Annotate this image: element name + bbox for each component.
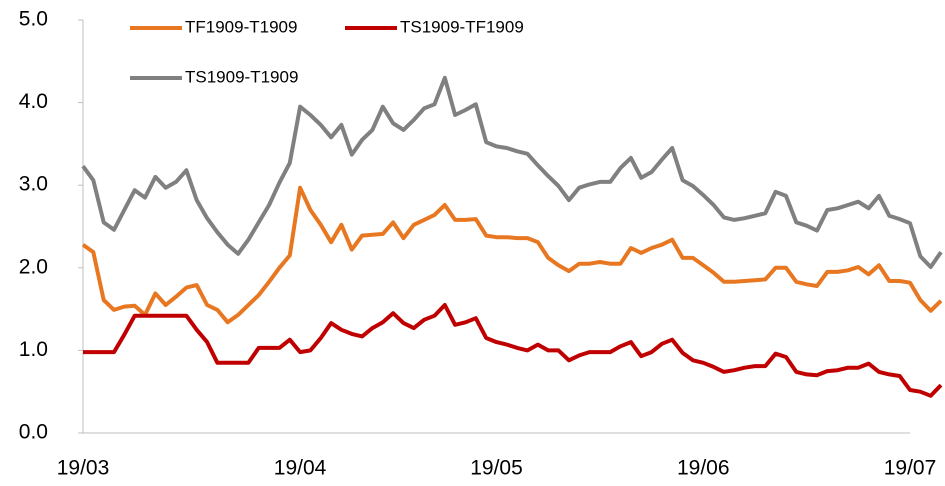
y-tick-label: 0.0 [19, 421, 48, 444]
y-tick-label: 4.0 [19, 90, 48, 113]
y-tick-label: 3.0 [19, 173, 48, 196]
y-tick-label: 5.0 [19, 8, 48, 31]
x-tick-label: 19/06 [677, 457, 730, 480]
series-line [83, 303, 943, 398]
x-tick-label: 19/03 [57, 457, 110, 480]
legend-label: TS1909-T1909 [185, 67, 298, 86]
series-line [81, 185, 943, 325]
x-tick-label: 19/04 [274, 457, 327, 480]
x-tick-label: 19/05 [470, 457, 523, 480]
series-line [81, 75, 943, 269]
y-tick-label: 2.0 [19, 255, 48, 278]
legend-label: TS1909-TF1909 [400, 17, 524, 36]
x-tick-label: 19/07 [884, 457, 937, 480]
y-tick-label: 1.0 [19, 338, 48, 361]
legend-label: TF1909-T1909 [185, 17, 297, 36]
